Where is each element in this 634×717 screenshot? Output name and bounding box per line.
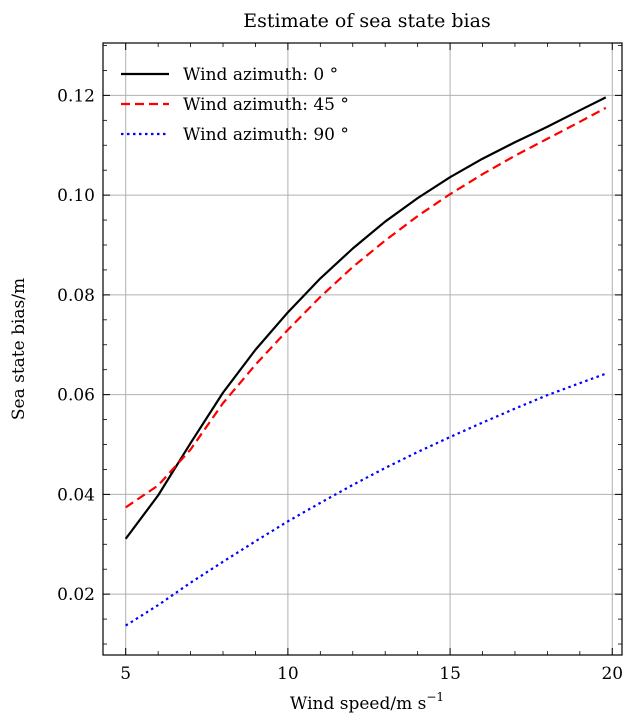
legend-label-2: Wind azimuth: 90 ° <box>183 125 349 145</box>
x-tick-label-1: 10 <box>277 664 299 684</box>
legend-label-0: Wind azimuth: 0 ° <box>183 65 338 85</box>
y-tick-label-5: 0.12 <box>57 86 95 106</box>
plot-frame <box>103 43 622 655</box>
x-tick-label-3: 20 <box>601 664 623 684</box>
x-tick-label-2: 15 <box>439 664 461 684</box>
chart-title: Estimate of sea state bias <box>243 10 490 32</box>
x-axis-title-superscript: −1 <box>426 690 444 704</box>
series-line-1 <box>126 108 606 508</box>
legend: Wind azimuth: 0 ° Wind azimuth: 45 ° Wind … <box>121 65 349 145</box>
gridlines <box>103 43 622 655</box>
y-tick-label-2: 0.06 <box>57 386 95 406</box>
x-axis-title: Wind speed/m s−1 <box>290 690 444 714</box>
y-tick-label-1: 0.04 <box>57 485 95 505</box>
series-layer <box>126 97 606 625</box>
legend-label-1: Wind azimuth: 45 ° <box>183 95 349 115</box>
x-tick-label-0: 5 <box>120 664 131 684</box>
series-line-2 <box>126 374 606 626</box>
y-tick-label-0: 0.02 <box>57 585 95 605</box>
y-tick-label-4: 0.10 <box>57 186 95 206</box>
y-tick-label-3: 0.08 <box>57 286 95 306</box>
y-axis-title: Sea state bias/m <box>9 278 29 420</box>
ticks <box>103 43 622 655</box>
x-axis-title-text: Wind speed/m s <box>290 694 426 714</box>
series-line-0 <box>126 97 606 538</box>
